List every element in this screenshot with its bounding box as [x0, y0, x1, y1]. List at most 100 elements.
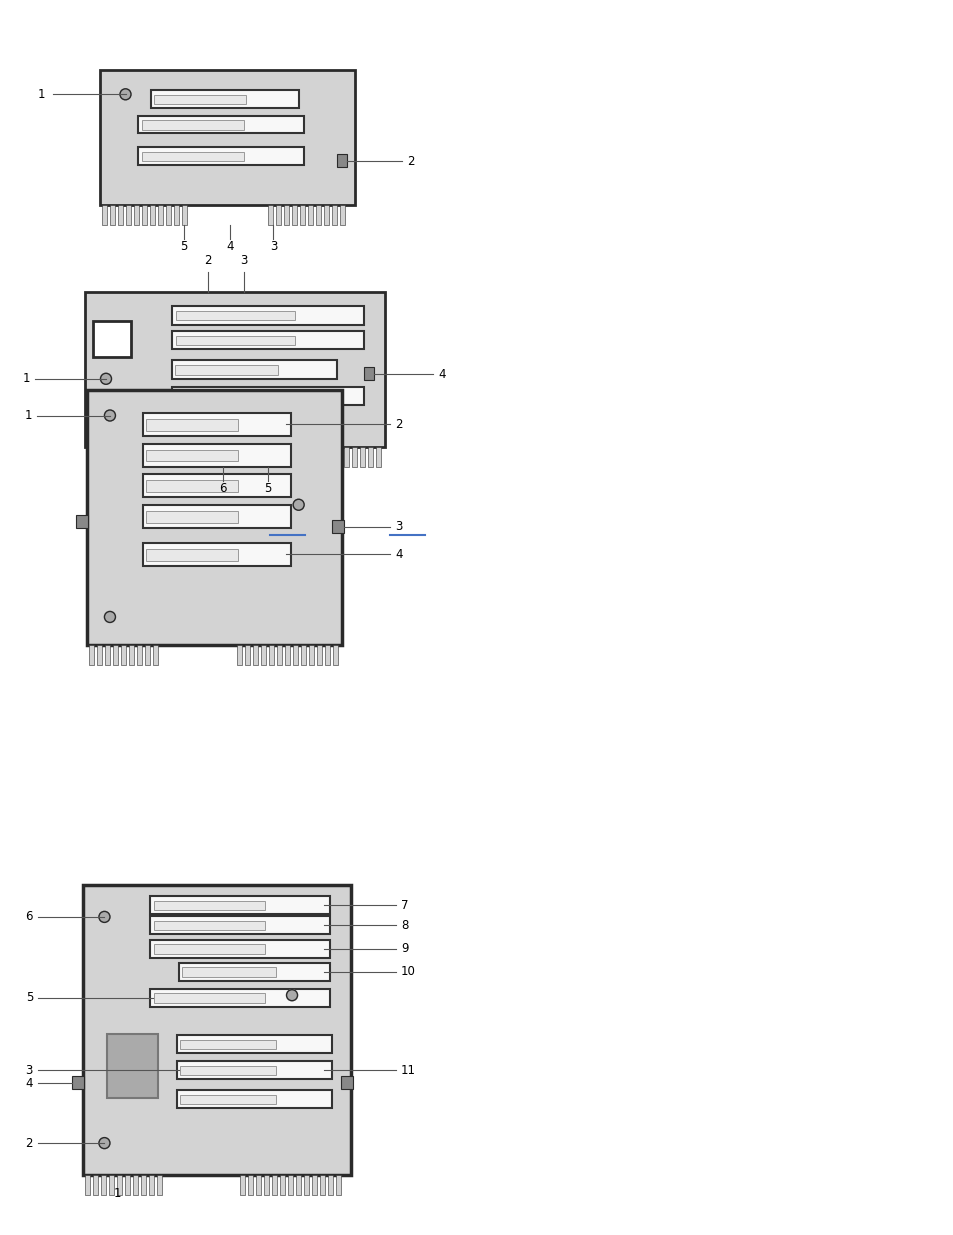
Bar: [146, 450, 237, 462]
Bar: [117, 1174, 122, 1195]
Text: 1: 1: [23, 372, 30, 385]
Bar: [158, 205, 163, 225]
Bar: [150, 916, 329, 935]
Text: 4: 4: [437, 368, 445, 380]
Bar: [245, 645, 250, 664]
Bar: [320, 1174, 325, 1195]
Bar: [332, 205, 336, 225]
Bar: [253, 645, 258, 664]
Bar: [121, 645, 126, 664]
Bar: [151, 447, 156, 467]
Bar: [85, 291, 385, 447]
Bar: [141, 152, 244, 161]
Bar: [95, 447, 100, 467]
Bar: [237, 645, 242, 664]
Text: 4: 4: [395, 548, 402, 561]
Text: 3: 3: [270, 241, 276, 253]
Bar: [264, 1174, 269, 1195]
Bar: [328, 447, 333, 467]
Text: 2: 2: [204, 253, 212, 267]
Bar: [339, 205, 345, 225]
Bar: [97, 645, 102, 664]
Bar: [312, 447, 316, 467]
Text: 3: 3: [395, 520, 402, 534]
Bar: [288, 447, 293, 467]
Bar: [149, 1174, 153, 1195]
Bar: [333, 645, 338, 664]
Bar: [100, 70, 355, 205]
Bar: [288, 1174, 294, 1195]
Bar: [83, 885, 351, 1174]
Circle shape: [104, 410, 115, 421]
Text: 8: 8: [400, 919, 408, 932]
Bar: [146, 550, 237, 561]
Bar: [119, 447, 124, 467]
Bar: [175, 336, 294, 346]
Bar: [101, 1174, 106, 1195]
Bar: [285, 645, 290, 664]
Bar: [153, 921, 265, 930]
Bar: [332, 520, 344, 532]
Bar: [89, 645, 94, 664]
Circle shape: [286, 989, 297, 1000]
Bar: [92, 1174, 98, 1195]
Bar: [315, 205, 321, 225]
Bar: [127, 447, 132, 467]
Bar: [129, 645, 133, 664]
Bar: [248, 1174, 253, 1195]
Bar: [180, 1095, 276, 1104]
Bar: [268, 205, 273, 225]
Bar: [261, 645, 266, 664]
Bar: [118, 205, 123, 225]
Bar: [92, 321, 131, 357]
Bar: [107, 1035, 158, 1098]
Bar: [300, 205, 305, 225]
Bar: [71, 1077, 84, 1089]
Bar: [85, 1174, 90, 1195]
Text: 3: 3: [240, 253, 248, 267]
Bar: [296, 1174, 301, 1195]
Bar: [138, 147, 304, 164]
Bar: [280, 447, 285, 467]
Bar: [172, 331, 364, 350]
Bar: [344, 447, 349, 467]
Text: 1: 1: [25, 409, 32, 422]
Bar: [102, 205, 107, 225]
Bar: [150, 940, 329, 957]
Bar: [111, 447, 116, 467]
Bar: [125, 1174, 130, 1195]
Bar: [309, 645, 314, 664]
Bar: [143, 474, 291, 498]
Bar: [352, 447, 356, 467]
Bar: [137, 645, 142, 664]
Text: 9: 9: [400, 942, 408, 955]
Text: 6: 6: [26, 910, 33, 924]
Bar: [146, 511, 237, 522]
Bar: [159, 447, 164, 467]
Bar: [256, 1174, 261, 1195]
Circle shape: [293, 499, 304, 510]
Bar: [325, 645, 330, 664]
Bar: [182, 205, 187, 225]
Bar: [180, 1040, 276, 1050]
Bar: [152, 645, 158, 664]
Text: 2: 2: [26, 1136, 33, 1150]
Bar: [359, 447, 365, 467]
Bar: [180, 1066, 276, 1076]
Bar: [183, 447, 188, 467]
Text: 2: 2: [395, 417, 402, 431]
Bar: [153, 993, 265, 1003]
Bar: [295, 447, 301, 467]
Bar: [175, 311, 294, 320]
Bar: [317, 645, 322, 664]
Circle shape: [120, 89, 131, 100]
Bar: [112, 645, 118, 664]
Bar: [146, 419, 237, 431]
Bar: [328, 1174, 333, 1195]
Text: 2: 2: [407, 154, 414, 168]
Bar: [143, 412, 291, 436]
Bar: [174, 447, 180, 467]
Bar: [277, 645, 282, 664]
Bar: [166, 205, 171, 225]
Bar: [336, 154, 347, 167]
